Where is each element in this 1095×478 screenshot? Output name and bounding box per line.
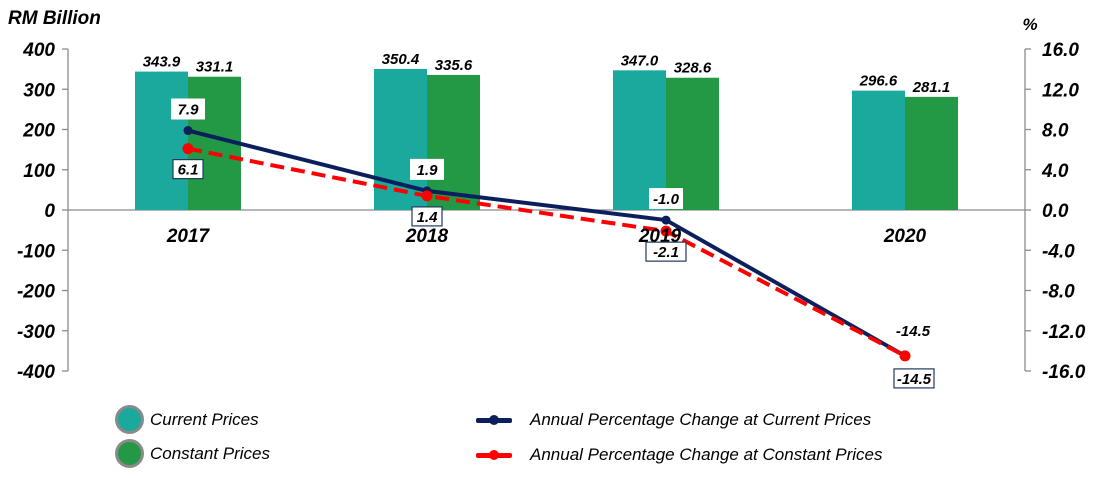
legend-label-pct-constant: Annual Percentage Change at Constant Pri…: [530, 445, 883, 464]
line-label-bg: [649, 188, 683, 210]
legend-label-current-prices: Current Prices: [150, 409, 259, 429]
line-point: [661, 215, 671, 225]
category-label: 2017: [166, 226, 211, 247]
left-axis-tick-label: -400: [17, 362, 55, 383]
bar-value-label: 335.6: [435, 57, 473, 74]
right-axis-tick-label: 16.0: [1042, 40, 1079, 61]
bar-value-label: 343.9: [143, 54, 181, 71]
line-label-box: [411, 206, 443, 227]
line-label-box: [172, 159, 204, 180]
legend-item-current-prices: Current Prices: [115, 405, 259, 434]
line-value-label-constant: -14.5: [897, 371, 932, 388]
bar-value-label: 331.1: [196, 59, 234, 76]
right-axis-tick-label: -12.0: [1042, 322, 1086, 343]
right-axis-tick-label: -4.0: [1042, 241, 1075, 262]
line-value-label-constant: -2.1: [653, 244, 679, 261]
right-axis-tick-label: 12.0: [1042, 80, 1079, 101]
line-label-box: [893, 368, 935, 389]
right-axis-tick-label: 4.0: [1041, 161, 1069, 182]
bar-current: [613, 70, 666, 211]
current-prices-swatch-icon: [115, 405, 144, 434]
line-point: [421, 190, 433, 202]
line-label-bg: [410, 158, 444, 180]
left-axis-tick-label: 0: [44, 201, 55, 222]
pct-current-line-swatch-icon: [476, 415, 512, 425]
bar-value-label: 350.4: [382, 51, 420, 68]
line-pct-constant: [187, 146, 906, 358]
category-label: 2018: [405, 226, 449, 247]
bar-constant: [427, 74, 480, 211]
left-axis-tick-label: -300: [17, 322, 55, 343]
pct-constant-line-swatch-icon: [476, 450, 512, 460]
left-axis-tick-label: 100: [23, 161, 55, 182]
legend-label-pct-current: Annual Percentage Change at Current Pric…: [530, 410, 872, 429]
line-value-label-current: 7.9: [178, 102, 200, 119]
right-axis-tick-label: 8.0: [1042, 121, 1069, 142]
left-axis-tick-label: -200: [17, 282, 55, 303]
constant-prices-swatch-icon: [115, 439, 144, 468]
bar-value-label: 281.1: [912, 79, 951, 96]
legend-item-constant-prices: Constant Prices: [115, 439, 270, 468]
left-axis-tick-label: 200: [22, 121, 55, 142]
category-label: 2020: [883, 226, 927, 247]
line-label-box: [645, 241, 687, 262]
line-point: [182, 143, 194, 155]
bar-current: [135, 71, 188, 210]
line-value-label-current: 1.9: [417, 162, 439, 179]
line-value-label-current: -14.5: [896, 323, 931, 340]
bar-constant: [666, 77, 719, 211]
legend-item-pct-current: Annual Percentage Change at Current Pric…: [476, 410, 871, 430]
right-axis-tick-label: 0.0: [1042, 201, 1069, 222]
line-point: [183, 126, 193, 136]
bar-value-label: 347.0: [621, 52, 659, 69]
left-axis-title: RM Billion: [8, 8, 101, 29]
legend-label-constant-prices: Constant Prices: [150, 443, 270, 463]
line-label-bg: [171, 98, 205, 120]
line-point: [660, 225, 672, 237]
bar-current: [852, 90, 905, 210]
bar-constant: [905, 96, 958, 210]
left-axis-tick-label: -100: [17, 241, 55, 262]
line-pct-current: [187, 128, 906, 358]
bar-value-label: 328.6: [674, 60, 712, 77]
left-axis-tick-label: 300: [23, 80, 55, 101]
right-axis-tick-label: -8.0: [1042, 282, 1075, 303]
line-value-label-current: -1.0: [653, 191, 680, 208]
bar-value-label: 296.6: [859, 73, 898, 90]
legend-item-pct-constant: Annual Percentage Change at Constant Pri…: [476, 445, 883, 465]
line-value-label-constant: 6.1: [178, 162, 199, 179]
line-point: [899, 350, 911, 362]
right-axis-tick-label: -16.0: [1042, 362, 1086, 383]
line-value-label-constant: 1.4: [417, 209, 439, 226]
right-axis-title: %: [1022, 15, 1037, 34]
left-axis-tick-label: 400: [22, 40, 55, 61]
